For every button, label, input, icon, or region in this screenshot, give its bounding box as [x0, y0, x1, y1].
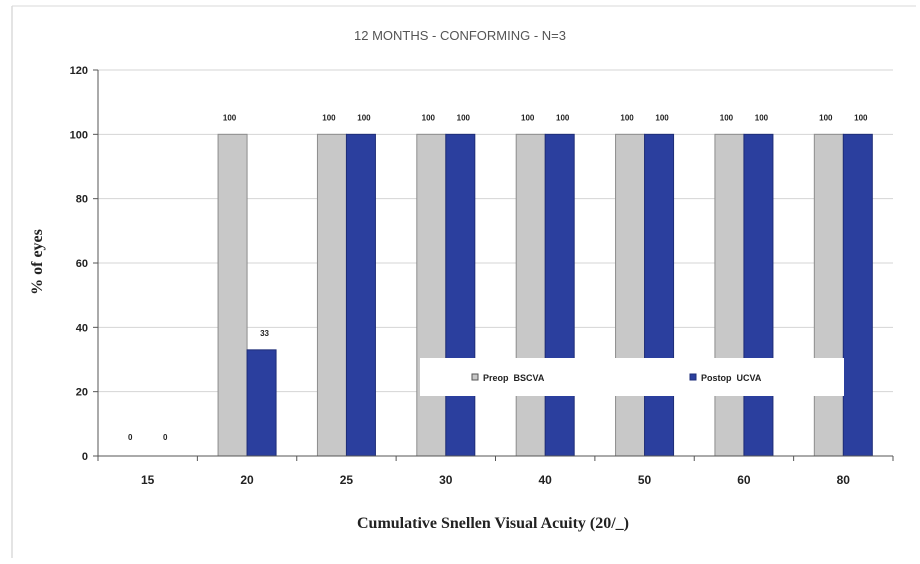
bar-preop-50 — [615, 133, 646, 457]
bar-postop-20 — [246, 349, 277, 457]
x-tick-label-15: 15 — [141, 473, 155, 487]
bar-postop-40 — [544, 133, 575, 457]
data-label-postop-30: 100 — [457, 113, 471, 122]
legend: Preop BSCVA Postop UCVA — [420, 358, 844, 396]
x-tick-label-30: 30 — [439, 473, 453, 487]
data-label-postop-15: 0 — [163, 433, 168, 442]
data-label-postop-20: 33 — [260, 329, 269, 338]
bar-preop-40 — [515, 133, 546, 457]
legend-swatch-preop — [471, 373, 479, 381]
data-label-postop-60: 100 — [755, 113, 769, 122]
y-tick-label-40: 40 — [76, 322, 88, 334]
data-label-postop-80: 100 — [854, 113, 868, 122]
y-tick-label-100: 100 — [70, 129, 88, 141]
bar-preop-20 — [217, 133, 248, 457]
data-label-preop-40: 100 — [521, 113, 535, 122]
legend-box — [420, 358, 844, 396]
data-label-preop-80: 100 — [819, 113, 833, 122]
x-axis-label: Cumulative Snellen Visual Acuity (20/_) — [357, 515, 629, 532]
data-labels: 0 100 100 100 100 100 100 100 0 33 100 100 100 100 100… — [128, 113, 868, 442]
data-label-postop-40: 100 — [556, 113, 570, 122]
bar-postop-60 — [743, 133, 774, 457]
x-tick-label-20: 20 — [240, 473, 254, 487]
gridlines — [98, 69, 893, 393]
legend-label-postop: Postop UCVA — [701, 373, 762, 383]
bar-postop-50 — [644, 133, 675, 457]
data-label-preop-15: 0 — [128, 433, 133, 442]
y-tick-label-20: 20 — [76, 387, 88, 399]
bar-postop-80 — [842, 133, 873, 457]
bar-postop-25 — [345, 133, 376, 457]
data-label-preop-30: 100 — [422, 113, 436, 122]
data-label-preop-25: 100 — [322, 113, 336, 122]
axes: 0 20 40 60 80 100 120 15 20 25 30 40 50 60 80 — [70, 65, 894, 487]
chart-title: 12 MONTHS - CONFORMING - N=3 — [354, 28, 566, 43]
bar-preop-30 — [416, 133, 447, 457]
x-tick-label-80: 80 — [837, 473, 851, 487]
data-label-postop-50: 100 — [655, 113, 669, 122]
bar-preop-60 — [714, 133, 745, 457]
y-tick-label-60: 60 — [76, 258, 88, 270]
bar-preop-80 — [813, 133, 844, 457]
data-label-preop-50: 100 — [620, 113, 634, 122]
x-tick-label-25: 25 — [340, 473, 354, 487]
bars — [217, 133, 873, 457]
data-label-preop-60: 100 — [720, 113, 734, 122]
legend-label-preop: Preop BSCVA — [483, 373, 545, 383]
x-tick-label-60: 60 — [737, 473, 751, 487]
x-tick-label-50: 50 — [638, 473, 652, 487]
y-axis-label: % of eyes — [29, 229, 46, 295]
y-tick-label-80: 80 — [76, 194, 88, 206]
legend-swatch-postop — [689, 373, 697, 381]
x-tick-label-40: 40 — [539, 473, 553, 487]
bar-postop-30 — [445, 133, 476, 457]
y-tick-label-120: 120 — [70, 65, 88, 77]
y-tick-label-0: 0 — [82, 451, 88, 463]
data-label-postop-25: 100 — [357, 113, 371, 122]
data-label-preop-20: 100 — [223, 113, 237, 122]
bar-preop-25 — [316, 133, 347, 457]
